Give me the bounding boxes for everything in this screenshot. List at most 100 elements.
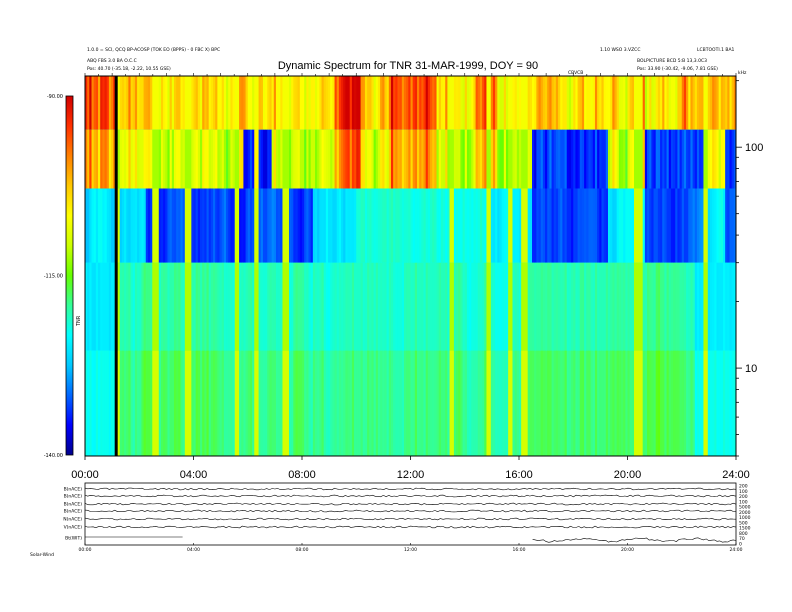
spectrum-cell — [690, 76, 694, 130]
spectrum-cell — [397, 188, 401, 263]
spectrum-cell — [471, 76, 475, 130]
spectrum-cell — [592, 188, 596, 263]
spectrum-cell — [226, 76, 229, 130]
spectrum-cell — [267, 262, 271, 351]
spectrum-cell — [377, 129, 381, 189]
spectrum-cell — [280, 188, 284, 263]
spectrum-cell — [180, 188, 184, 263]
spectrum-cell — [102, 262, 106, 351]
spectrum-cell — [321, 129, 325, 189]
spectrum-cell — [473, 76, 477, 130]
spectrum-cell — [640, 350, 644, 456]
spectrum-cell — [701, 129, 705, 189]
time-tick-label: 12:00 — [397, 469, 425, 481]
spectrum-cell — [341, 188, 344, 263]
lower-right-label: 70 — [739, 536, 745, 542]
spectrum-cell — [160, 350, 164, 456]
spectrum-cell — [488, 350, 492, 456]
spectrum-cell — [349, 76, 353, 130]
lower-right-label: 100 — [739, 489, 748, 495]
spectrum-cell — [664, 262, 668, 351]
spectrum-cell — [323, 76, 327, 130]
spectrum-cell — [234, 262, 238, 351]
spectrum-cell — [176, 350, 179, 456]
spectrum-cell — [720, 350, 724, 456]
spectrum-cell — [317, 262, 320, 351]
spectrum-cell — [547, 76, 550, 130]
spectrum-cell — [683, 350, 687, 456]
spectrum-cell — [321, 188, 325, 263]
spectrum-cell — [297, 76, 301, 130]
spectrum-cell — [473, 188, 477, 263]
spectrum-cell — [555, 76, 559, 130]
spectrum-cell — [347, 76, 351, 130]
spectrum-cell — [610, 129, 613, 189]
spectrum-cell — [679, 350, 683, 456]
spectrum-cell — [501, 188, 505, 263]
spectrum-cell — [388, 262, 392, 351]
spectrum-cell — [540, 262, 544, 351]
spectrum-cell — [547, 129, 550, 189]
spectrum-cell — [558, 350, 561, 456]
spectrum-cell — [705, 129, 709, 189]
spectrum-cell — [165, 129, 169, 189]
time-tick-label: 04:00 — [180, 469, 208, 481]
spectrum-cell — [638, 129, 642, 189]
spectrum-cell — [223, 350, 227, 456]
spectrum-cell — [158, 76, 162, 130]
spectrum-cell — [171, 350, 175, 456]
spectrum-cell — [241, 350, 245, 456]
spectrum-cell — [568, 188, 572, 263]
spectrum-cell — [282, 76, 286, 130]
spectrum-cell — [642, 262, 646, 351]
spectrum-cell — [260, 129, 264, 189]
spectrum-cell — [683, 76, 687, 130]
spectrum-cell — [521, 262, 524, 351]
time-tick-label: 24:00 — [722, 469, 750, 481]
spectrum-cell — [642, 188, 646, 263]
spectrum-cell — [686, 350, 689, 456]
spectrum-cell — [102, 129, 106, 189]
spectrum-cell — [217, 188, 221, 263]
spectrum-cell — [538, 76, 542, 130]
spectrum-cell — [451, 350, 455, 456]
header-right-line-1: BOLPICTURE BCD 5:B 13,3.0C3 — [637, 58, 707, 64]
spectrum-cell — [367, 129, 370, 189]
time-axis: 00:00 04:00 08:00 12:00 16:00 20:00 24:00 — [71, 456, 750, 481]
spectrum-cell — [662, 188, 665, 263]
spectrum-cell — [234, 76, 238, 130]
spectrum-cell — [720, 129, 724, 189]
spectrum-cell — [245, 76, 249, 130]
spectrum-cell — [447, 262, 451, 351]
spectrum-cell — [516, 350, 520, 456]
spectrum-cell — [475, 129, 479, 189]
spectrum-cell — [291, 76, 294, 130]
spectrum-cell — [425, 76, 429, 130]
spectrum-cell — [575, 76, 579, 130]
spectrum-cell — [106, 129, 110, 189]
spectrum-cell — [729, 129, 733, 189]
spectrum-cell — [505, 350, 509, 456]
spectrum-cell — [245, 350, 249, 456]
spectrum-cell — [156, 350, 160, 456]
spectrum-cell — [278, 262, 281, 351]
spectrum-cell — [249, 188, 253, 263]
spectrum-cell — [586, 76, 590, 130]
spectrum-cell — [310, 262, 314, 351]
spectrum-cell — [607, 188, 611, 263]
spectrum-cell — [597, 262, 600, 351]
spectrum-cell — [647, 350, 650, 456]
spectrum-cell — [722, 76, 726, 130]
spectrum-cell — [508, 188, 511, 263]
spectrum-cell — [599, 129, 603, 189]
spectrum-cell — [718, 76, 722, 130]
spectrum-cell — [562, 188, 566, 263]
spectrum-cell — [137, 129, 140, 189]
spectrum-cell — [571, 350, 574, 456]
spectrum-cell — [482, 188, 485, 263]
spectrum-cell — [547, 188, 550, 263]
spectrum-cell — [360, 129, 364, 189]
spectrum-cell — [581, 76, 585, 130]
solar-wind-trace — [84, 509, 737, 513]
spectrum-cell — [542, 129, 546, 189]
